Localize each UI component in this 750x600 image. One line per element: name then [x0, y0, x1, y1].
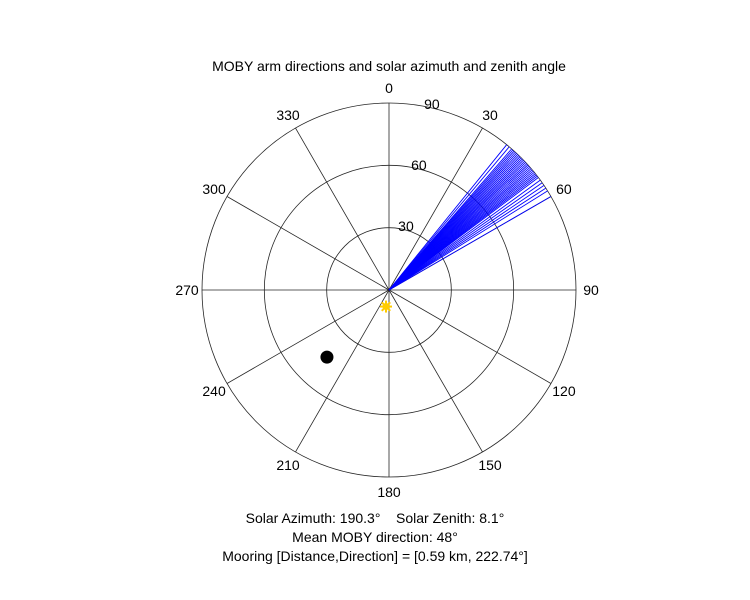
sun-core [382, 303, 390, 311]
theta-label-300: 300 [202, 181, 226, 197]
moby-arm-ray-30 [388, 187, 547, 291]
spoke-240 [226, 289, 390, 384]
moby-arm-ray-0 [388, 144, 508, 291]
sun-marker [379, 300, 392, 313]
r-label-90: 90 [424, 96, 440, 112]
spoke-210 [295, 289, 390, 453]
tick-labels: 0 30 60 90 120 150 180 210 240 270 300 330 30 60 90 [175, 80, 599, 500]
mooring-marker [320, 350, 334, 364]
solar-angles-caption: Solar Azimuth: 190.3° Solar Zenith: 8.1° [245, 510, 505, 526]
ring-30 [326, 227, 452, 353]
theta-label-90: 90 [583, 282, 599, 298]
moby-arm-ray-31 [388, 190, 548, 291]
theta-label-150: 150 [478, 457, 502, 473]
moby-arm-ray-26 [388, 177, 539, 291]
spoke-300 [226, 196, 390, 291]
moby-arm-ray-27 [388, 179, 541, 291]
data-layer [320, 144, 552, 364]
theta-label-30: 30 [482, 107, 498, 123]
r-label-30: 30 [398, 218, 414, 234]
ring-60 [263, 164, 515, 416]
moby-arm-ray-1 [388, 146, 510, 291]
spoke-150 [388, 289, 483, 453]
chart-title: MOBY arm directions and solar azimuth an… [212, 58, 566, 74]
moby-arm-ray-29 [388, 185, 545, 291]
polar-grid [201, 102, 577, 478]
spoke-330 [295, 127, 390, 291]
theta-label-240: 240 [202, 383, 226, 399]
theta-label-210: 210 [276, 457, 300, 473]
theta-label-330: 330 [276, 107, 300, 123]
moby-direction-caption: Mean MOBY direction: 48° [292, 529, 458, 545]
outlier-ray-0 [388, 196, 552, 291]
theta-label-120: 120 [552, 383, 576, 399]
spoke-30 [388, 127, 483, 291]
theta-label-180: 180 [377, 484, 401, 500]
spoke-120 [388, 289, 552, 384]
theta-label-60: 60 [556, 181, 572, 197]
theta-label-270: 270 [175, 282, 199, 298]
mooring-caption: Mooring [Distance,Direction] = [0.59 km,… [222, 548, 528, 564]
ring-90 [201, 102, 577, 478]
r-label-60: 60 [411, 157, 427, 173]
moby-arm-ray-28 [388, 182, 543, 291]
theta-label-0: 0 [385, 80, 393, 96]
